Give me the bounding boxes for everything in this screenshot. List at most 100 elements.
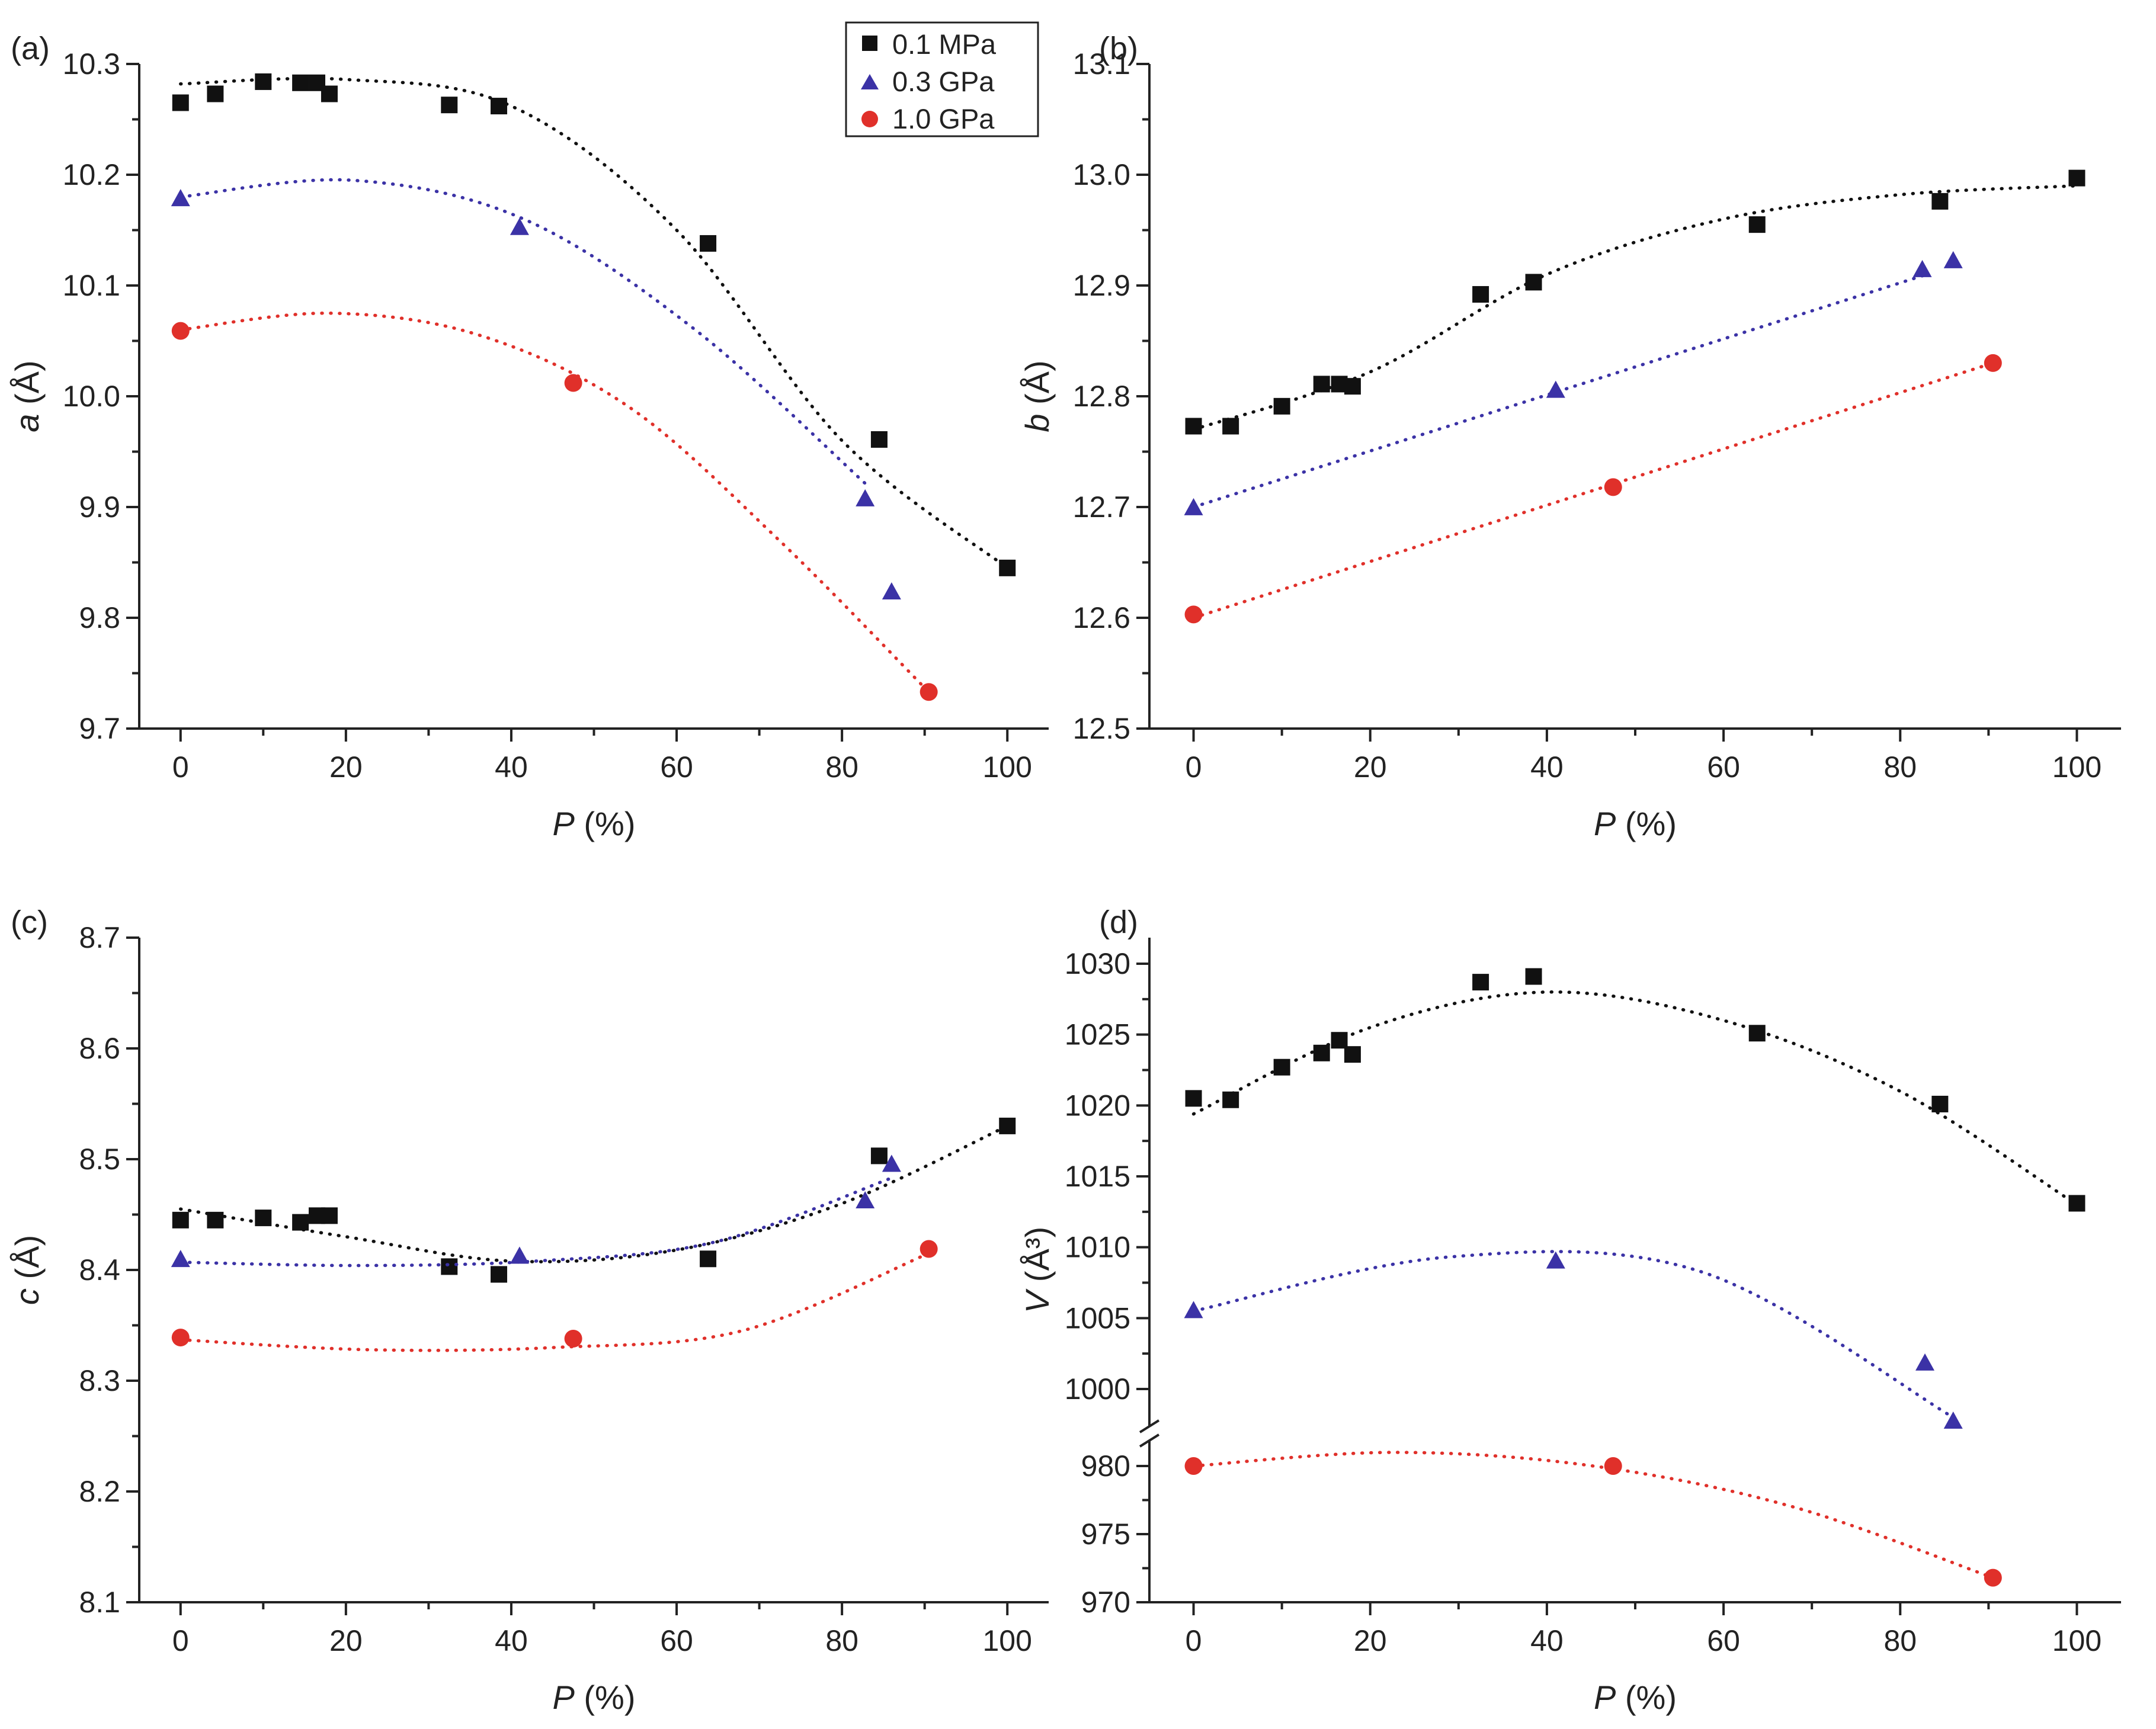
- y-tick-label: 1005: [1065, 1301, 1130, 1335]
- data-point-square: [1331, 1032, 1348, 1049]
- y-tick-label: 8.3: [79, 1364, 120, 1397]
- data-point-square: [2068, 169, 2085, 187]
- x-tick-label: 20: [1354, 750, 1387, 784]
- y-axis-title-symbol: V: [1018, 1288, 1056, 1313]
- x-axis-title-unit: (%): [575, 805, 636, 842]
- data-point-triangle: [856, 1191, 875, 1209]
- fit-curve-triangle: [179, 1176, 893, 1268]
- x-tick-label: 100: [2052, 1624, 2101, 1657]
- panel-b: (b) 0 20 40 60 80 100 12.5 12.6 12.7 12.8 12.9 13.0 1…: [1018, 31, 2121, 842]
- data-point-square: [1525, 968, 1542, 985]
- legend-label-0.3gpa: 0.3 GPa: [892, 66, 995, 97]
- x-axis-title: P (%): [1594, 805, 1677, 842]
- data-point-square: [292, 1214, 309, 1231]
- panel-d: (d) 0 20 40 60 80 100 970 975 980 1000 1005 1010 1015…: [1018, 904, 2121, 1716]
- y-axis-title: c (Å): [8, 1235, 46, 1305]
- data-point-square: [441, 97, 458, 114]
- y-tick-label: 9.9: [79, 490, 120, 524]
- x-tick-label: 40: [1530, 1624, 1564, 1657]
- data-point-square: [321, 85, 338, 102]
- x-axis-title-unit: (%): [1616, 805, 1677, 842]
- data-point-square: [1344, 1046, 1361, 1063]
- panel-label: (d): [1099, 904, 1138, 940]
- data-point-triangle: [856, 489, 875, 506]
- data-point-triangle: [1546, 380, 1565, 398]
- panel-a: (a) 0 20 40 60 80 100 9.7 9.8 9.9 10.0 10.1 10.2 10.3…: [8, 31, 1049, 842]
- data-point-triangle: [1912, 259, 1932, 277]
- y-tick-label: 12.7: [1073, 490, 1130, 524]
- x-tick-label: 80: [1883, 750, 1917, 784]
- y-tick-label: 1015: [1065, 1160, 1130, 1193]
- x-tick-label: 60: [1707, 750, 1740, 784]
- data-point-circle: [564, 1329, 582, 1348]
- data-point-circle: [1184, 605, 1203, 624]
- data-point-triangle: [171, 189, 190, 207]
- x-tick-label: 20: [1354, 1624, 1387, 1657]
- y-axis-title-unit: (Å³): [1018, 1227, 1056, 1291]
- x-tick-label: 80: [1883, 1624, 1917, 1657]
- y-tick-label: 8.2: [79, 1475, 120, 1508]
- x-axis-title-symbol: P: [552, 1679, 574, 1716]
- x-axis-title-symbol: P: [552, 805, 574, 842]
- y-tick-label: 12.8: [1073, 380, 1130, 413]
- data-point-square: [1748, 1025, 1766, 1042]
- y-tick-label: 12.9: [1073, 269, 1130, 302]
- data-point-circle: [1184, 1457, 1203, 1475]
- data-point-square: [292, 74, 309, 91]
- y-tick-label: 10.1: [63, 269, 120, 302]
- y-tick-label: 10.2: [63, 158, 120, 191]
- x-tick-label: 20: [329, 750, 363, 784]
- x-tick-label: 80: [825, 750, 858, 784]
- panel-label: (c): [11, 904, 48, 940]
- data-point-square: [1185, 1090, 1202, 1107]
- data-point-square: [1273, 1058, 1290, 1076]
- data-point-circle: [171, 322, 190, 340]
- data-point-triangle: [510, 217, 529, 235]
- data-point-square: [1931, 193, 1949, 210]
- fit-curve-triangle: [1191, 1250, 1955, 1419]
- x-tick-label: 40: [1530, 750, 1564, 784]
- data-point-circle: [1984, 354, 2002, 372]
- data-point-square: [1273, 397, 1290, 415]
- data-point-square: [321, 1207, 338, 1224]
- data-point-square: [1222, 418, 1239, 435]
- x-tick-label: 20: [329, 1624, 363, 1657]
- data-point-square: [700, 235, 717, 252]
- y-tick-label: 980: [1081, 1449, 1130, 1483]
- fit-curve-square: [179, 76, 1009, 570]
- x-tick-label: 60: [1707, 1624, 1740, 1657]
- data-point-square: [207, 1211, 224, 1228]
- legend: 0.1 MPa 0.3 GPa 1.0 GPa: [845, 21, 1039, 137]
- x-axis-title: P (%): [552, 1679, 635, 1716]
- y-axis-title: V (Å³): [1018, 1227, 1056, 1313]
- y-tick-label: 8.5: [79, 1143, 120, 1176]
- panel-c: (c) 0 20 40 60 80 100 8.1 8.2 8.3 8.4 8.5 8.6 8.7 P (%…: [8, 904, 1049, 1716]
- fit-curve-circle: [1191, 361, 1995, 620]
- y-tick-label: 1025: [1065, 1018, 1130, 1051]
- x-tick-label: 0: [1186, 750, 1202, 784]
- data-point-square: [2068, 1195, 2085, 1212]
- data-point-square: [870, 431, 888, 448]
- data-point-square: [441, 1258, 458, 1275]
- fit-curve-square: [1191, 990, 2079, 1207]
- x-tick-label: 60: [660, 750, 693, 784]
- data-point-square: [870, 1147, 888, 1165]
- data-point-square: [255, 1210, 272, 1227]
- x-tick-label: 100: [983, 1624, 1032, 1657]
- data-point-square: [1222, 1091, 1239, 1108]
- data-point-square: [172, 1211, 189, 1228]
- x-axis-title-symbol: P: [1594, 1679, 1616, 1716]
- data-point-triangle: [1943, 1412, 1963, 1429]
- data-point-square: [255, 73, 272, 90]
- data-point-circle: [171, 1329, 190, 1347]
- y-tick-label: 10.3: [63, 47, 120, 81]
- x-tick-label: 60: [660, 1624, 693, 1657]
- x-tick-label: 0: [172, 1624, 189, 1657]
- data-point-square: [207, 85, 224, 102]
- legend-label-0.1mpa: 0.1 MPa: [892, 28, 997, 60]
- y-tick-label: 13.0: [1073, 158, 1130, 191]
- data-point-triangle: [1915, 1353, 1935, 1371]
- data-point-circle: [564, 374, 582, 392]
- x-axis-title-symbol: P: [1594, 805, 1616, 842]
